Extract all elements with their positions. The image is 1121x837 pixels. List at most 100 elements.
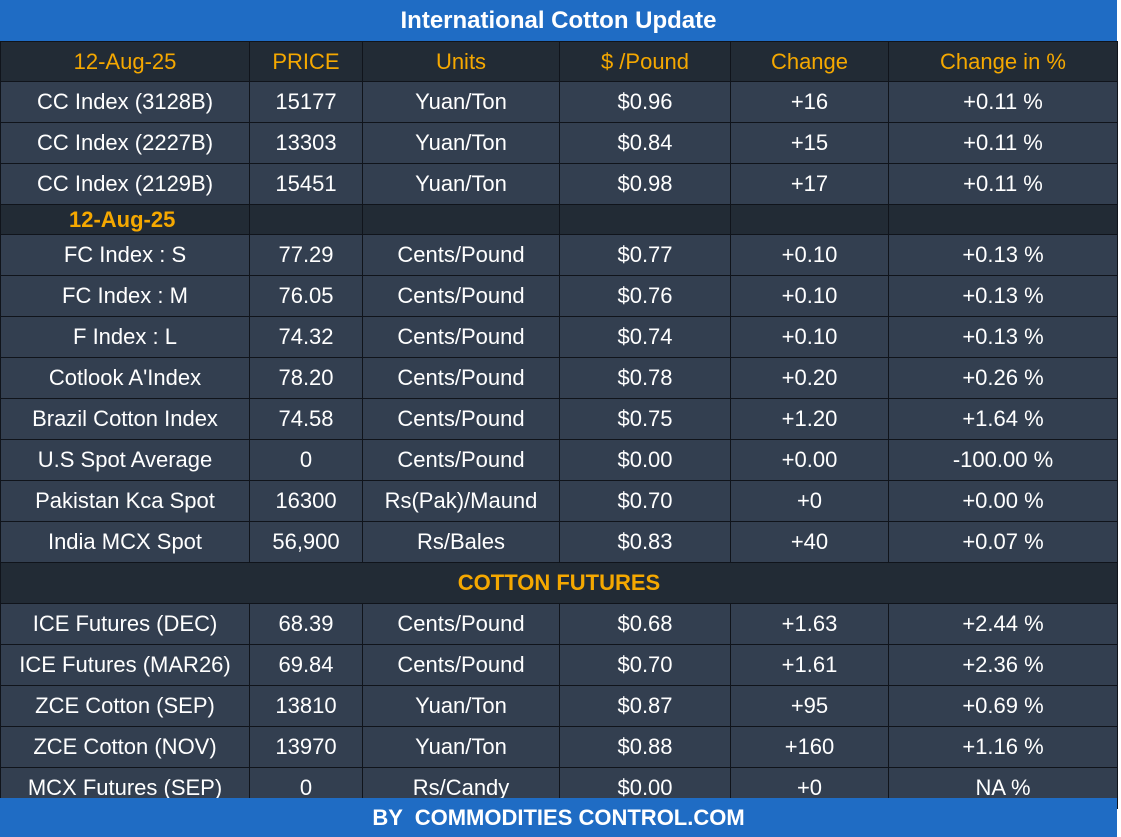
cell-usd-per-pound: $0.78 [559,357,731,399]
cell-name: Brazil Cotton Index [0,398,250,440]
cell-units: Yuan/Ton [362,726,560,768]
cell-change-percent: +0.26 % [888,357,1118,399]
cell-change-percent: +0.11 % [888,81,1118,123]
table-row: U.S Spot Average 0 Cents/Pound $0.00 +0.00 -1… [0,439,1118,481]
table-row: F Index : L 74.32 Cents/Pound $0.74 +0.10 +0.… [0,316,1118,358]
cell-units: Cents/Pound [362,439,560,481]
table-row: Brazil Cotton Index 74.58 Cents/Pound $0.75… [0,398,1118,440]
cell-name: F Index : L [0,316,250,358]
cell-name: ZCE Cotton (SEP) [0,685,250,727]
header-date: 12-Aug-25 [0,41,250,82]
cell-price: 15177 [249,81,363,123]
cell-change: +1.61 [730,644,889,686]
cell-units: Cents/Pound [362,357,560,399]
cell-price: 13810 [249,685,363,727]
cell-units: Rs(Pak)/Maund [362,480,560,522]
cell-usd-per-pound: $0.76 [559,275,731,317]
cell-price: 76.05 [249,275,363,317]
subheader-empty-cell [888,204,1118,235]
cell-change: +0.10 [730,234,889,276]
cell-change-percent: +0.13 % [888,275,1118,317]
cell-usd-per-pound: $0.68 [559,603,731,645]
cell-price: 13303 [249,122,363,164]
cell-change: +15 [730,122,889,164]
table-row: Cotlook A'Index 78.20 Cents/Pound $0.78 +0.2… [0,357,1118,399]
cell-price: 74.32 [249,316,363,358]
cell-usd-per-pound: $0.96 [559,81,731,123]
cell-usd-per-pound: $0.83 [559,521,731,563]
subheader-empty-cell [249,204,363,235]
cell-price: 68.39 [249,603,363,645]
header-change-percent: Change in % [888,41,1118,82]
cell-usd-per-pound: $0.98 [559,163,731,205]
table-row: ZCE Cotton (NOV) 13970 Yuan/Ton $0.88 +160 +1… [0,726,1118,768]
table-row: Pakistan Kca Spot 16300 Rs(Pak)/Maund $0.70… [0,480,1118,522]
cell-name: Pakistan Kca Spot [0,480,250,522]
cotton-price-table: 12-Aug-25 PRICE Units $ /Pound Change Ch… [0,41,1118,809]
table-row: ZCE Cotton (SEP) 13810 Yuan/Ton $0.87 +95 +0.… [0,685,1118,727]
cell-price: 0 [249,439,363,481]
cell-change: +17 [730,163,889,205]
cell-name: Cotlook A'Index [0,357,250,399]
cell-change-percent: +0.11 % [888,122,1118,164]
cell-change-percent: +0.69 % [888,685,1118,727]
table-row: ICE Futures (MAR26) 69.84 Cents/Pound $0.70… [0,644,1118,686]
subheader-empty-cell [559,204,731,235]
cell-name: CC Index (2129B) [0,163,250,205]
cell-price: 13970 [249,726,363,768]
sheet-title: International Cotton Update [0,0,1117,41]
table-row: CC Index (2227B) 13303 Yuan/Ton $0.84 +15 +0.… [0,122,1118,164]
cell-units: Cents/Pound [362,644,560,686]
cell-change-percent: +2.36 % [888,644,1118,686]
column-header-row: 12-Aug-25 PRICE Units $ /Pound Change Ch… [0,41,1118,82]
cell-change-percent: +0.07 % [888,521,1118,563]
cell-name: FC Index : S [0,234,250,276]
table-row: FC Index : M 76.05 Cents/Pound $0.76 +0.10 +0… [0,275,1118,317]
cell-units: Yuan/Ton [362,685,560,727]
table-row: FC Index : S 77.29 Cents/Pound $0.77 +0.10 +0… [0,234,1118,276]
cell-name: CC Index (2227B) [0,122,250,164]
cell-change: +0.00 [730,439,889,481]
cell-name: CC Index (3128B) [0,81,250,123]
header-units: Units [362,41,560,82]
cell-name: FC Index : M [0,275,250,317]
cell-name: India MCX Spot [0,521,250,563]
cell-price: 69.84 [249,644,363,686]
cell-change-percent: +0.11 % [888,163,1118,205]
cell-units: Yuan/Ton [362,81,560,123]
subheader-row: 12-Aug-25 [0,204,1118,235]
cell-units: Yuan/Ton [362,122,560,164]
cell-change-percent: +1.16 % [888,726,1118,768]
cell-change-percent: +0.13 % [888,234,1118,276]
cell-change: +95 [730,685,889,727]
cell-units: Cents/Pound [362,316,560,358]
cell-units: Cents/Pound [362,603,560,645]
futures-section-title: COTTON FUTURES [0,562,1118,604]
cell-name: ZCE Cotton (NOV) [0,726,250,768]
cell-price: 77.29 [249,234,363,276]
cell-usd-per-pound: $0.77 [559,234,731,276]
cell-price: 16300 [249,480,363,522]
cell-units: Rs/Bales [362,521,560,563]
cell-change: +0.10 [730,316,889,358]
cell-change-percent: +1.64 % [888,398,1118,440]
cell-usd-per-pound: $0.70 [559,480,731,522]
cell-units: Cents/Pound [362,234,560,276]
cell-price: 56,900 [249,521,363,563]
futures-section-row: COTTON FUTURES [0,562,1118,604]
subheader-date: 12-Aug-25 [0,204,250,235]
subheader-empty-cell [730,204,889,235]
cell-usd-per-pound: $0.00 [559,439,731,481]
header-usd-per-pound: $ /Pound [559,41,731,82]
cell-change-percent: +0.13 % [888,316,1118,358]
cell-change-percent: +2.44 % [888,603,1118,645]
cell-usd-per-pound: $0.74 [559,316,731,358]
table-row: CC Index (2129B) 15451 Yuan/Ton $0.98 +17 +0.… [0,163,1118,205]
cell-price: 78.20 [249,357,363,399]
table-row: ICE Futures (DEC) 68.39 Cents/Pound $0.68 +1… [0,603,1118,645]
subheader-empty-cell [362,204,560,235]
cell-usd-per-pound: $0.84 [559,122,731,164]
cell-change-percent: +0.00 % [888,480,1118,522]
cell-change: +0 [730,480,889,522]
